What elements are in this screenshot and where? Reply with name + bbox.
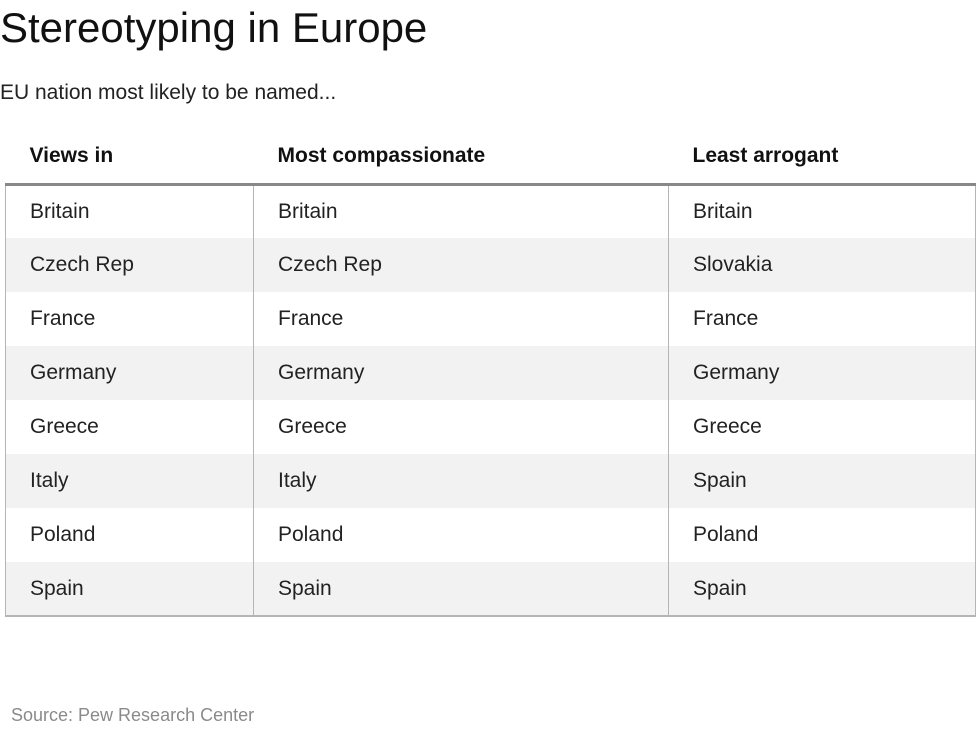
- table-row: Spain Spain Spain: [5, 562, 976, 617]
- table-row: Czech Rep Czech Rep Slovakia: [5, 238, 976, 292]
- chart-title: Stereotyping in Europe: [0, 4, 428, 51]
- table-row: Britain Britain Britain: [5, 184, 976, 238]
- table-cell: Spain: [668, 454, 976, 508]
- table-cell: Italy: [5, 454, 254, 508]
- table-cell: Poland: [253, 508, 669, 562]
- table-cell: Britain: [253, 184, 669, 238]
- table-cell: France: [668, 292, 976, 346]
- table-cell: Poland: [668, 508, 976, 562]
- table-cell: Germany: [253, 346, 669, 400]
- table-cell: Germany: [668, 346, 976, 400]
- table-cell: Greece: [668, 400, 976, 454]
- table-header-row: Views in Most compassionate Least arroga…: [5, 130, 976, 186]
- table-row: Germany Germany Germany: [5, 346, 976, 400]
- table-row: Italy Italy Spain: [5, 454, 976, 508]
- source-note: Source: Pew Research Center: [11, 705, 255, 725]
- table-cell: Czech Rep: [5, 238, 254, 292]
- stereotype-table-container: Views in Most compassionate Least arroga…: [5, 130, 976, 617]
- table-cell: Italy: [253, 454, 669, 508]
- table-cell: Poland: [5, 508, 254, 562]
- table-cell: Spain: [5, 562, 254, 617]
- column-header-most-compassionate: Most compassionate: [253, 130, 669, 186]
- table-cell: Britain: [668, 184, 976, 238]
- stereotype-table: Views in Most compassionate Least arroga…: [5, 130, 976, 617]
- table-row: Greece Greece Greece: [5, 400, 976, 454]
- table-row: Poland Poland Poland: [5, 508, 976, 562]
- table-cell: France: [5, 292, 254, 346]
- chart-subtitle: EU nation most likely to be named...: [0, 81, 337, 104]
- table-cell: Czech Rep: [253, 238, 669, 292]
- table-cell: Spain: [253, 562, 669, 617]
- table-cell: Greece: [253, 400, 669, 454]
- table-cell: France: [253, 292, 669, 346]
- table-row: France France France: [5, 292, 976, 346]
- table-cell: Slovakia: [668, 238, 976, 292]
- table-cell: Greece: [5, 400, 254, 454]
- table-cell: Spain: [668, 562, 976, 617]
- column-header-least-arrogant: Least arrogant: [668, 130, 976, 186]
- column-header-views-in: Views in: [5, 130, 254, 186]
- table-cell: Germany: [5, 346, 254, 400]
- table-cell: Britain: [5, 184, 254, 238]
- table-body: Britain Britain Britain Czech Rep Czech …: [5, 184, 976, 617]
